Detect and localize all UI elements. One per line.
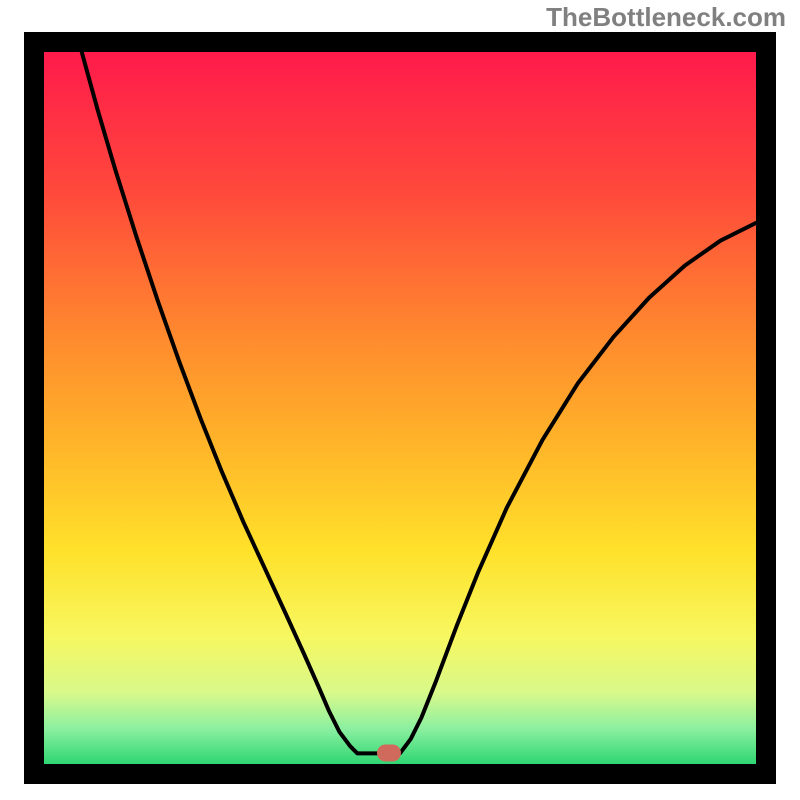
curve-path — [82, 52, 756, 753]
plot-area — [44, 52, 756, 764]
chart-root: TheBottleneck.com — [0, 0, 800, 800]
bottleneck-marker — [377, 745, 401, 762]
watermark-text: TheBottleneck.com — [546, 2, 786, 33]
bottleneck-curve — [44, 52, 756, 764]
